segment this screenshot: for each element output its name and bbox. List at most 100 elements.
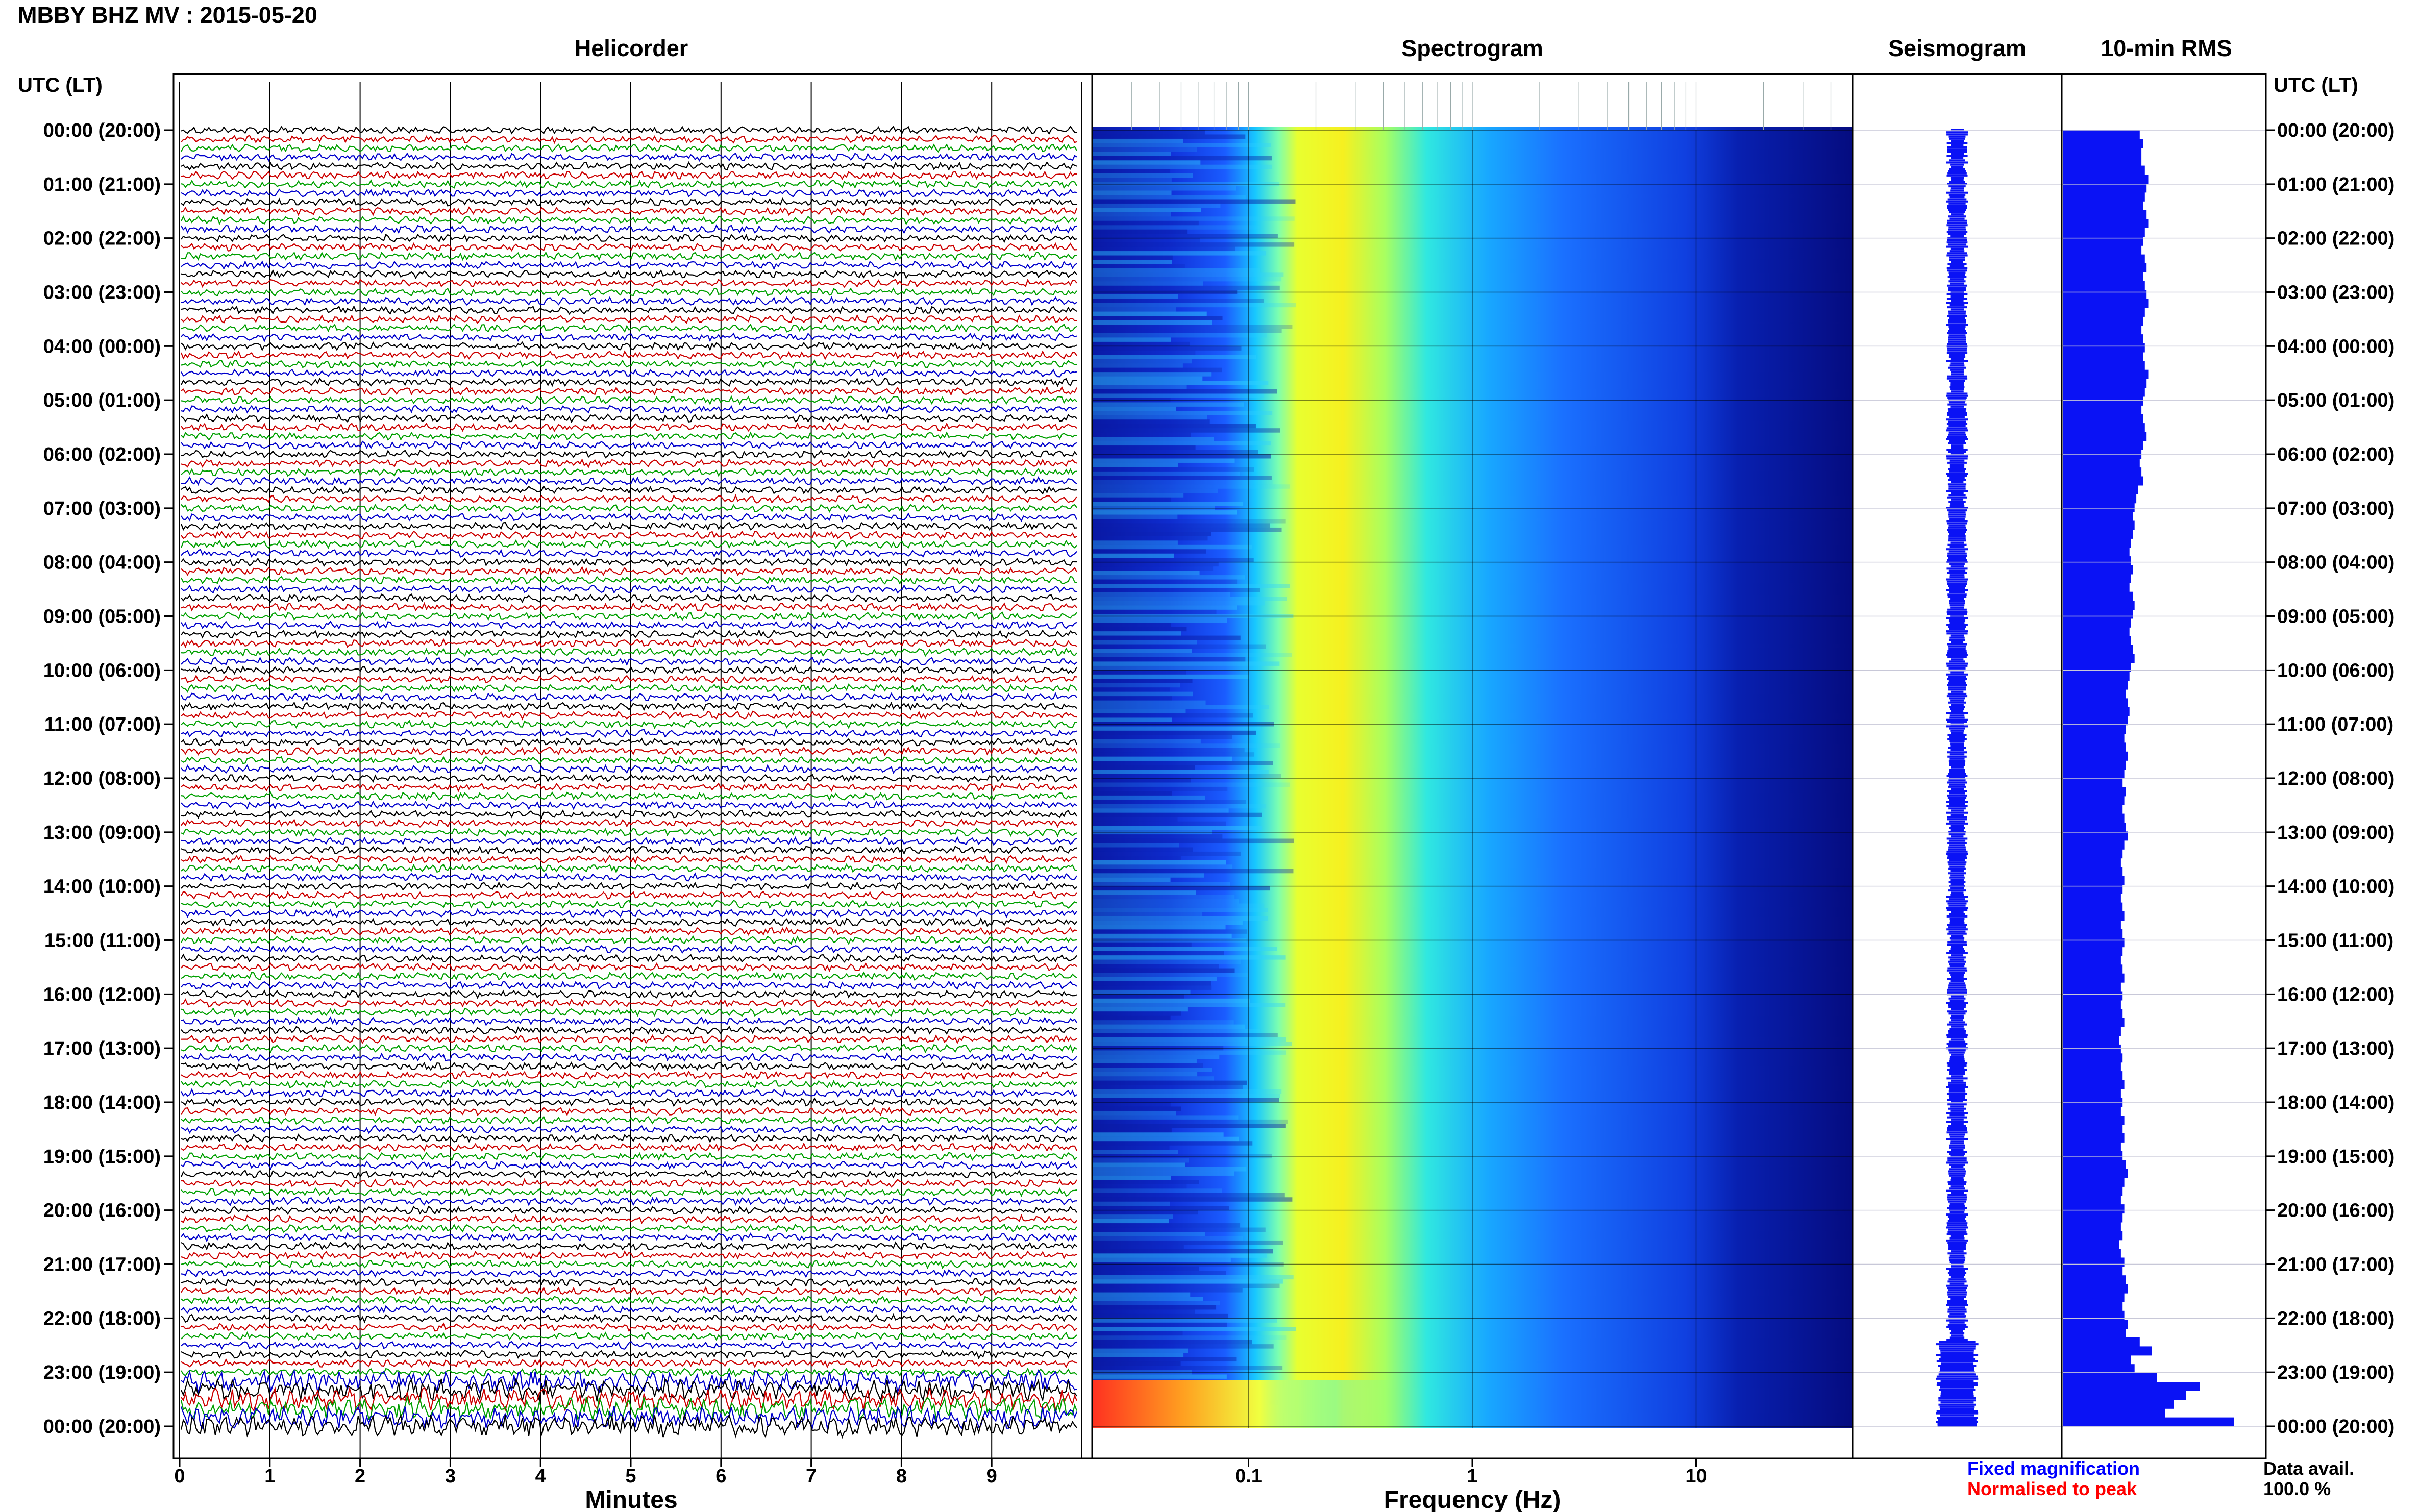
- spectrogram-streak: [1092, 229, 1188, 234]
- spectrogram-streak: [1092, 921, 1243, 925]
- rms-bar: [2063, 778, 2123, 787]
- spectrogram-streak: [1092, 674, 1250, 679]
- rms-bar: [2063, 716, 2128, 726]
- rms-bar: [2063, 147, 2142, 157]
- spectrogram-streak: [1092, 333, 1267, 338]
- helicorder-trace: [181, 314, 1077, 324]
- minute-tick-label: 0: [174, 1466, 185, 1487]
- spectrogram-streak: [1092, 480, 1273, 485]
- spectrogram-streak: [1092, 1318, 1277, 1323]
- spectrogram-streak: [1092, 462, 1178, 467]
- rms-bar: [2063, 1062, 2121, 1072]
- spectrogram-streak: [1092, 791, 1172, 796]
- spectrogram-streak: [1092, 1089, 1282, 1094]
- rms-bar: [2063, 1249, 2121, 1258]
- spectrogram-streak: [1092, 255, 1173, 260]
- spectrogram-streak: [1092, 705, 1269, 709]
- helicorder-trace: [181, 143, 1077, 153]
- rms-bar: [2063, 645, 2133, 654]
- rms-bar: [2063, 432, 2147, 441]
- rms-bar: [2063, 911, 2125, 921]
- spectrogram-streak: [1092, 1080, 1247, 1085]
- spectrogram-streak: [1092, 765, 1195, 770]
- rms-bar: [2063, 1186, 2123, 1196]
- helicorder-trace: [181, 1025, 1077, 1035]
- helicorder-trace: [181, 980, 1077, 990]
- hour-label-right: 11:00 (07:00): [2277, 714, 2393, 735]
- spectrogram-streak: [1092, 1184, 1187, 1189]
- rms-bar: [2063, 1346, 2152, 1356]
- hour-label-left: 21:00 (17:00): [43, 1254, 161, 1276]
- helicorder-trace: [181, 1250, 1077, 1260]
- spectrogram-streak: [1092, 800, 1246, 804]
- spectrogram-streak: [1092, 640, 1197, 645]
- spectrogram-streak: [1092, 1357, 1237, 1362]
- spectrogram-streak: [1092, 856, 1181, 860]
- helicorder-trace: [181, 944, 1077, 954]
- rms-bar: [2063, 902, 2123, 912]
- rms-bar: [2063, 840, 2125, 850]
- rms-bar: [2063, 1169, 2128, 1178]
- spectrogram-streak: [1092, 623, 1172, 627]
- rms-bar: [2063, 520, 2135, 530]
- spectrogram-streak: [1092, 709, 1186, 714]
- spectrogram-streak: [1092, 350, 1196, 355]
- hour-label-left: 12:00 (08:00): [43, 768, 161, 789]
- helicorder-trace: [181, 692, 1077, 702]
- rms-bar: [2063, 343, 2145, 353]
- spectrogram-streak: [1092, 691, 1193, 697]
- spectrogram-streak: [1092, 169, 1171, 173]
- helicorder-trace: [181, 215, 1077, 226]
- spectrogram-streak: [1092, 1180, 1199, 1184]
- rms-bar: [2063, 254, 2145, 264]
- spectrogram-streak: [1092, 1068, 1212, 1072]
- hour-label-left: 10:00 (06:00): [43, 660, 161, 681]
- spectrogram-streak: [1092, 696, 1172, 701]
- rms-bar: [2063, 192, 2145, 202]
- spectrogram-streak: [1092, 1327, 1296, 1331]
- helicorder-trace: [181, 575, 1077, 585]
- spectrogram-streak: [1092, 277, 1282, 282]
- rms-bar: [2063, 281, 2145, 290]
- spectrogram-streak: [1092, 1015, 1171, 1021]
- spectrogram-streak: [1092, 527, 1282, 532]
- spectrogram-streak: [1092, 1124, 1286, 1128]
- rms-bar: [2063, 1222, 2121, 1231]
- spectrogram-streak: [1092, 1106, 1181, 1111]
- rms-bar: [2063, 991, 2123, 1001]
- spectrogram-streak: [1092, 1253, 1267, 1258]
- rms-bar: [2063, 503, 2135, 512]
- helicorder-trace: [180, 1405, 1078, 1430]
- helicorder-trace: [181, 341, 1077, 352]
- hour-label-left: 18:00 (14:00): [43, 1092, 161, 1113]
- helicorder-trace: [181, 674, 1077, 684]
- rms-bar: [2063, 751, 2128, 761]
- spectrogram-streak: [1092, 998, 1250, 1003]
- rms-bar: [2063, 1302, 2123, 1311]
- spectrogram-streak: [1092, 329, 1282, 333]
- spectrogram-streak: [1092, 138, 1183, 143]
- spectrogram-streak: [1092, 786, 1228, 791]
- helicorder-trace: [181, 836, 1077, 846]
- spectrogram-streak: [1092, 134, 1246, 139]
- minute-tick-label: 4: [535, 1466, 546, 1487]
- rms-bar: [2063, 299, 2149, 308]
- helicorder-trace: [181, 548, 1077, 558]
- helicorder-trace: [181, 647, 1077, 657]
- spectrogram-streak: [1092, 437, 1214, 441]
- spectrogram-streak: [1092, 873, 1204, 878]
- spectrogram-streak: [1092, 363, 1183, 368]
- spectrogram-streak: [1092, 1136, 1239, 1142]
- rms-bar: [2063, 1071, 2123, 1081]
- spectrogram-streak: [1092, 1245, 1184, 1249]
- rms-bar: [2063, 547, 2130, 557]
- spectrogram-streak: [1092, 471, 1240, 476]
- helicorder-trace: [181, 197, 1077, 207]
- minute-tick-label: 6: [715, 1466, 726, 1487]
- helicorder-trace: [181, 1187, 1077, 1197]
- rms-bar: [2063, 1275, 2126, 1285]
- spectrogram-streak: [1092, 1003, 1286, 1007]
- rms-bar: [2063, 662, 2131, 672]
- hour-label-left: 03:00 (23:00): [43, 282, 161, 304]
- rms-bar: [2063, 849, 2123, 859]
